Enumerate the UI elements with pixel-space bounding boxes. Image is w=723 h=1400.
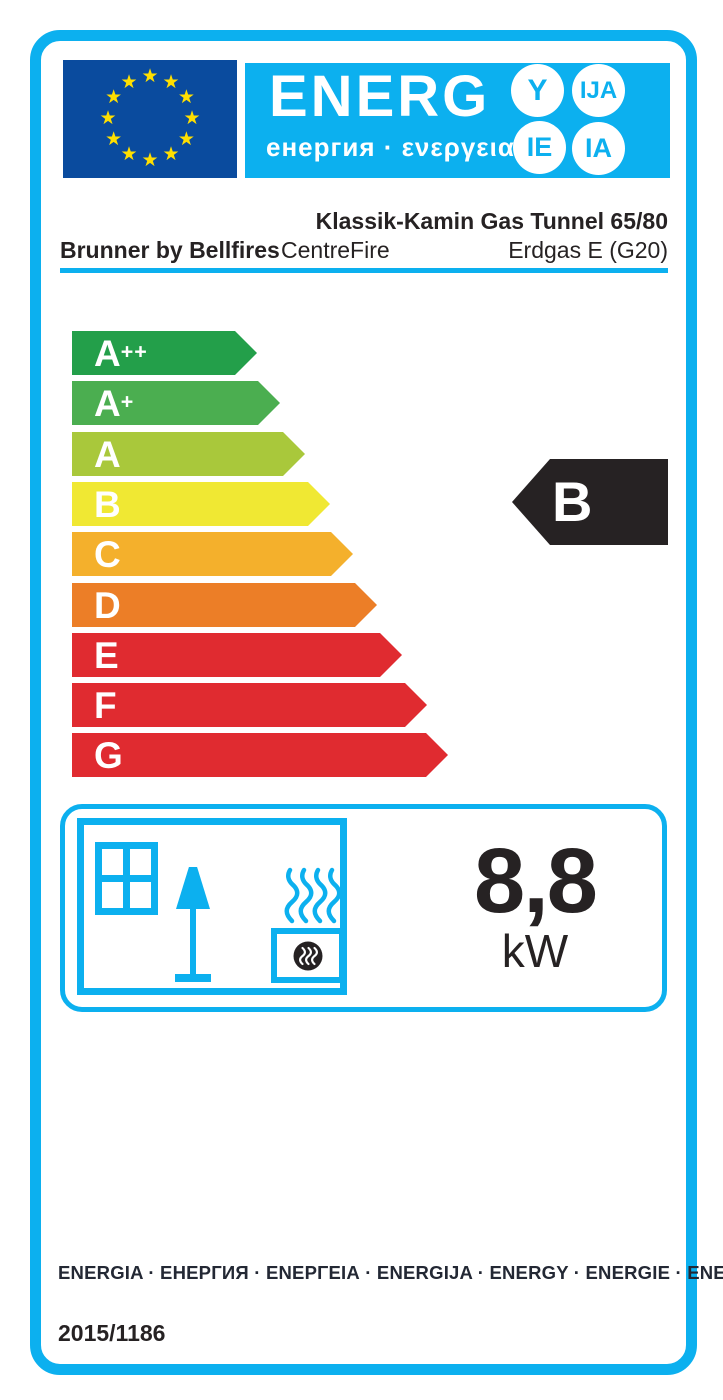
floor-lamp-base	[175, 974, 211, 982]
eu-flag-star: ★	[105, 87, 123, 108]
window-icon	[95, 842, 158, 915]
eu-flag-star: ★	[162, 71, 180, 93]
eu-flag-star: ★	[162, 144, 180, 166]
rating-bar-a+: A+	[72, 381, 280, 425]
floor-lamp-pole	[190, 908, 196, 975]
header-divider	[60, 268, 668, 273]
rating-bar-d: D	[72, 583, 377, 627]
rating-bar-c: C	[72, 532, 353, 576]
eu-flag-star: ★	[141, 66, 159, 87]
rating-bar-letter: G	[94, 734, 123, 776]
eu-flag-star: ★	[141, 150, 159, 171]
stove-icon	[271, 928, 345, 983]
supplier-name: Brunner by Bellfires	[60, 237, 280, 263]
rating-bar-letter: E	[94, 634, 119, 676]
stove-burner-icon	[293, 941, 323, 970]
rating-bar-letter: A+	[94, 382, 135, 424]
rating-bar-e: E	[72, 633, 402, 677]
rating-bar-letter: C	[94, 533, 121, 575]
eu-flag-star: ★	[105, 129, 123, 150]
eu-flag-star: ★	[120, 71, 138, 93]
rating-bar-a: A	[72, 432, 305, 476]
eu-flag-star: ★	[177, 87, 195, 108]
eu-flag-star: ★	[177, 129, 195, 150]
lang-circle-ia: IA	[572, 122, 625, 175]
lang-circle-ija: IJA	[572, 64, 625, 117]
rating-bar-letter: B	[94, 483, 121, 525]
rating-bar-letter: A	[94, 433, 121, 475]
rating-bar-plus: ++	[120, 339, 148, 363]
rating-bar-b: B	[72, 482, 330, 526]
fuel-type: Erdgas E (G20)	[508, 237, 668, 263]
lang-circle-ie: IE	[513, 121, 566, 174]
eu-flag-star: ★	[120, 144, 138, 166]
rating-bar-f: F	[72, 683, 427, 727]
selected-class-letter: B	[552, 470, 593, 533]
energy-word-languages: ENERGIA · ЕНЕРГИЯ · ΕΝΕΡΓΕΙΑ · ENERGIJA …	[58, 1262, 723, 1283]
window-transom	[102, 875, 151, 882]
rating-bar-g: G	[72, 733, 448, 777]
power-unit: kW	[501, 925, 569, 977]
rating-bar-letter: F	[94, 684, 117, 726]
model-name: Klassik-Kamin Gas Tunnel 65/80	[315, 208, 668, 234]
rating-bar-letter: D	[94, 584, 121, 626]
heat-waves-icon	[284, 867, 342, 924]
power-value: 8,8	[474, 830, 598, 932]
regulation-number: 2015/1186	[58, 1320, 166, 1346]
eu-flag-star: ★	[99, 108, 117, 129]
energ-logo-text: ENERG	[269, 64, 491, 129]
rating-bar-a++: A++	[72, 331, 257, 375]
rating-bar-letter: A++	[94, 332, 148, 374]
rating-bar-plus: +	[120, 389, 135, 413]
energ-subtitle: енергия · ενεργεια	[266, 132, 515, 162]
lang-circle-y: Y	[511, 64, 564, 117]
eu-flag-star: ★	[183, 108, 201, 129]
eu-flag: ★ ★ ★ ★ ★ ★ ★ ★ ★ ★ ★ ★	[63, 60, 237, 178]
series-name: CentreFire	[281, 237, 390, 263]
rating-ladder: A++ A+ A B C D E F G	[72, 331, 472, 791]
selected-class-arrow: B	[512, 459, 668, 545]
